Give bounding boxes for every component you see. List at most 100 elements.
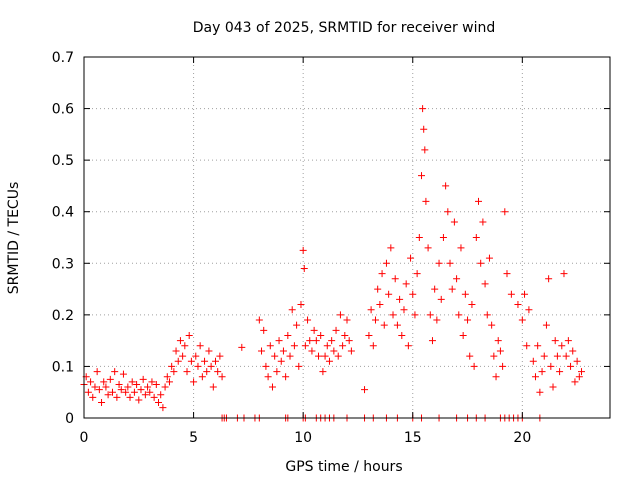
data-point	[534, 342, 542, 350]
data-point	[398, 331, 406, 339]
data-point	[404, 342, 412, 350]
data-point	[135, 396, 143, 404]
data-point	[185, 331, 193, 339]
data-point	[376, 301, 384, 309]
data-point	[328, 337, 336, 345]
data-point	[325, 357, 333, 365]
data-point	[396, 295, 404, 303]
data-point	[106, 375, 114, 383]
data-point	[448, 285, 456, 293]
data-point	[380, 321, 388, 329]
x-tick-label: 10	[294, 430, 312, 446]
data-point	[323, 342, 331, 350]
data-point	[365, 331, 373, 339]
data-point	[446, 259, 454, 267]
data-point	[306, 337, 314, 345]
data-point	[262, 362, 270, 370]
data-point	[205, 347, 213, 355]
data-point	[207, 362, 215, 370]
data-point	[258, 347, 266, 355]
data-point	[507, 290, 515, 298]
data-point	[494, 337, 502, 345]
data-point	[453, 275, 461, 283]
data-point	[137, 386, 145, 394]
data-point	[288, 306, 296, 314]
plot-frame	[83, 56, 611, 419]
data-point	[187, 357, 195, 365]
data-point	[378, 270, 386, 278]
x-tick-label: 5	[189, 430, 198, 446]
data-point	[308, 347, 316, 355]
data-point	[209, 383, 217, 391]
data-point	[255, 316, 263, 324]
data-point	[332, 326, 340, 334]
data-point	[424, 244, 432, 252]
data-point	[571, 378, 579, 386]
data-point	[319, 368, 327, 376]
data-point	[393, 321, 401, 329]
data-point	[389, 311, 397, 319]
chart-title: Day 043 of 2025, SRMTID for receiver win…	[193, 20, 496, 36]
data-point	[464, 316, 472, 324]
data-point	[477, 259, 485, 267]
data-point	[578, 368, 586, 376]
data-point	[411, 311, 419, 319]
data-point	[181, 342, 189, 350]
data-point	[560, 270, 568, 278]
data-point	[475, 197, 482, 205]
data-point	[525, 306, 533, 314]
data-point	[300, 264, 308, 272]
data-point	[95, 386, 103, 394]
data-point	[387, 244, 395, 252]
data-point	[551, 337, 559, 345]
data-point	[531, 373, 539, 381]
data-point	[126, 393, 134, 401]
data-point	[165, 378, 173, 386]
data-point	[461, 290, 469, 298]
data-point	[339, 342, 347, 350]
data-point	[418, 172, 426, 180]
data-point	[212, 357, 219, 365]
data-point	[391, 275, 399, 283]
data-point	[402, 280, 410, 288]
data-point	[279, 347, 287, 355]
y-tick-label: 0.3	[52, 256, 74, 272]
data-point	[540, 352, 548, 360]
data-point	[374, 285, 382, 293]
y-tick-label: 0.6	[52, 102, 74, 118]
data-point	[310, 326, 318, 334]
data-point	[536, 388, 544, 396]
data-point	[295, 362, 303, 370]
data-point	[139, 375, 147, 383]
y-tick-label: 0	[65, 411, 74, 427]
data-point	[93, 368, 101, 376]
data-point	[194, 362, 202, 370]
data-point	[293, 321, 301, 329]
data-point	[470, 362, 478, 370]
data-point	[490, 352, 498, 360]
data-point	[426, 311, 434, 319]
y-axis-label: SRMTID / TECUs	[6, 182, 22, 295]
data-point	[321, 352, 329, 360]
grid-lines	[84, 57, 610, 418]
data-point	[238, 343, 246, 351]
data-point	[409, 290, 417, 298]
data-point	[275, 337, 283, 345]
data-point	[496, 347, 504, 355]
data-point	[271, 352, 279, 360]
data-point	[481, 280, 489, 288]
y-tick-label: 0.5	[52, 153, 74, 169]
data-point	[216, 352, 224, 360]
data-point	[483, 311, 491, 319]
data-point	[407, 254, 415, 262]
data-point	[282, 373, 290, 381]
data-point	[428, 337, 436, 345]
data-point	[150, 393, 158, 401]
data-point	[119, 370, 127, 378]
data-point	[529, 357, 537, 365]
y-tick-label: 0.2	[52, 308, 74, 324]
data-point	[420, 125, 428, 133]
data-point	[264, 373, 272, 381]
data-point	[91, 383, 99, 391]
data-point	[179, 352, 187, 360]
